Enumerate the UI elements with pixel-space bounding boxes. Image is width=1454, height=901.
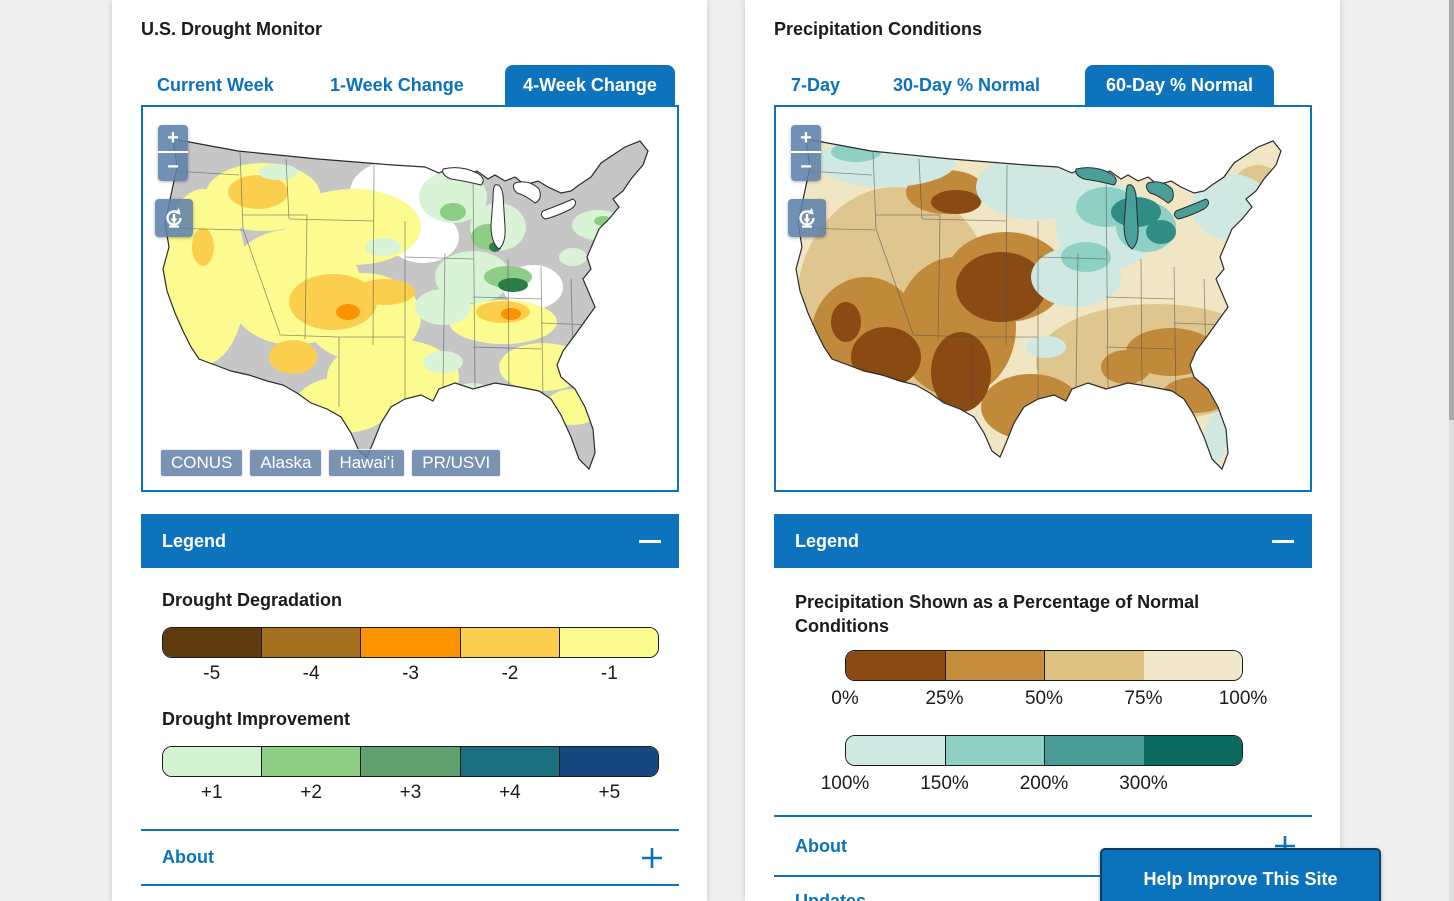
scale-label: -5 xyxy=(203,663,221,684)
tab-60-day-normal[interactable]: 60-Day % Normal xyxy=(1085,65,1274,105)
above-normal-scale-bar xyxy=(845,735,1243,766)
improvement-scale-bar xyxy=(162,746,659,777)
degradation-scale-bar xyxy=(162,627,659,658)
degradation-scale-labels: -5 -4 -3 -2 -1 xyxy=(162,663,659,685)
scale-segment xyxy=(262,628,362,657)
precip-map-image xyxy=(795,138,1282,470)
region-prusvi-button[interactable]: PR/USVI xyxy=(411,449,502,477)
zoom-in-button[interactable]: + xyxy=(158,125,188,153)
legend-header-label: Legend xyxy=(162,530,227,551)
region-hawaii-button[interactable]: Hawaiʻi xyxy=(328,449,406,477)
scale-segment xyxy=(846,651,946,680)
scale-label: -3 xyxy=(402,663,419,684)
expand-plus-icon xyxy=(642,847,662,868)
scale-segment xyxy=(460,747,560,776)
scale-label: +5 xyxy=(598,782,621,803)
legend-accordion-header[interactable]: Legend xyxy=(774,514,1312,568)
scale-segment xyxy=(1143,651,1242,680)
scale-label: 200% xyxy=(1019,773,1069,794)
degradation-scale-title: Drought Degradation xyxy=(162,590,342,610)
drought-panel-title: U.S. Drought Monitor xyxy=(141,19,322,39)
page-scrollbar[interactable] xyxy=(1449,0,1454,901)
scale-segment xyxy=(163,747,263,776)
scale-segment xyxy=(361,628,461,657)
scale-label: 300% xyxy=(1119,773,1168,794)
region-conus-button[interactable]: CONUS xyxy=(160,449,244,477)
region-alaska-button[interactable]: Alaska xyxy=(249,449,323,477)
scale-segment xyxy=(945,736,1045,765)
scale-label: 50% xyxy=(1024,688,1064,709)
drought-map[interactable]: + − CONUS Alaska Hawaiʻi PR/USVI xyxy=(141,105,679,492)
scale-label: 0% xyxy=(831,688,859,709)
legend-header-label: Legend xyxy=(795,530,860,551)
map-zoom-control: + − xyxy=(158,125,188,181)
drought-monitor-panel: U.S. Drought Monitor Current Week 1-Week… xyxy=(112,0,707,901)
scale-label: +1 xyxy=(200,782,223,803)
tab-1-week-change[interactable]: 1-Week Change xyxy=(330,65,464,105)
scale-segment xyxy=(1045,651,1144,680)
below-normal-scale-bar xyxy=(845,650,1243,681)
collapse-minus-icon xyxy=(639,539,661,543)
above-normal-scale-labels: 100% 150% 200% 300% xyxy=(821,773,1243,797)
map-zoom-control: + − xyxy=(791,125,821,181)
scale-label: -4 xyxy=(302,663,320,684)
collapse-minus-icon xyxy=(1272,539,1294,543)
reset-extent-icon xyxy=(799,208,815,228)
scale-segment xyxy=(1143,736,1242,765)
scale-label: 100% xyxy=(1218,688,1268,709)
updates-accordion-label[interactable]: Updates xyxy=(795,891,867,901)
scale-label: 25% xyxy=(925,688,964,709)
about-label: About xyxy=(795,835,847,856)
zoom-out-button[interactable]: − xyxy=(158,153,188,181)
scale-segment xyxy=(163,628,263,657)
precip-tabs: 7-Day 30-Day % Normal 60-Day % Normal xyxy=(745,65,1340,105)
reset-extent-button[interactable] xyxy=(155,199,193,237)
map-region-buttons: CONUS Alaska Hawaiʻi PR/USVI xyxy=(160,449,502,477)
scale-label: +4 xyxy=(499,782,521,803)
reset-extent-button[interactable] xyxy=(788,199,826,237)
scale-segment xyxy=(1045,736,1144,765)
improvement-scale-labels: +1 +2 +3 +4 +5 xyxy=(162,782,659,804)
scale-label: 100% xyxy=(820,773,870,794)
scale-label: 150% xyxy=(920,773,969,794)
about-accordion-header[interactable]: About xyxy=(141,829,679,886)
scale-segment xyxy=(460,628,560,657)
improvement-scale-title: Drought Improvement xyxy=(162,709,351,729)
scale-segment xyxy=(846,736,946,765)
zoom-in-button[interactable]: + xyxy=(791,125,821,153)
scale-segment xyxy=(945,651,1045,680)
scale-label: +2 xyxy=(300,782,322,803)
drought-map-image xyxy=(162,138,649,470)
scale-segment xyxy=(262,747,362,776)
precipitation-panel: Precipitation Conditions 7-Day 30-Day % … xyxy=(745,0,1340,901)
scale-label: 75% xyxy=(1124,688,1163,709)
precip-legend-title: Precipitation Shown as a Percentage of N… xyxy=(795,592,1200,636)
tab-7-day[interactable]: 7-Day xyxy=(791,65,840,105)
drought-tabs: Current Week 1-Week Change 4-Week Change xyxy=(112,65,707,105)
tab-current-week[interactable]: Current Week xyxy=(157,65,274,105)
scrollbar-thumb[interactable] xyxy=(1449,0,1454,420)
scale-label: -2 xyxy=(501,663,519,684)
about-label: About xyxy=(162,847,214,867)
reset-extent-icon xyxy=(166,208,182,228)
legend-accordion-header[interactable]: Legend xyxy=(141,514,679,568)
precip-panel-title: Precipitation Conditions xyxy=(774,19,983,39)
scale-segment xyxy=(361,747,461,776)
scale-label: +3 xyxy=(399,782,422,803)
below-normal-scale-labels: 0% 25% 50% 75% 100% xyxy=(831,688,1267,712)
help-improve-site-button[interactable]: Help Improve This Site xyxy=(1100,848,1381,901)
tab-4-week-change[interactable]: 4-Week Change xyxy=(505,65,675,105)
tab-30-day-normal[interactable]: 30-Day % Normal xyxy=(893,65,1040,105)
zoom-out-button[interactable]: − xyxy=(791,153,821,181)
scale-segment xyxy=(559,747,658,776)
precip-map[interactable]: + − xyxy=(774,105,1312,492)
scale-segment xyxy=(559,628,658,657)
scale-label: -1 xyxy=(600,663,618,684)
about-accordion-header[interactable]: About xyxy=(774,815,1312,877)
